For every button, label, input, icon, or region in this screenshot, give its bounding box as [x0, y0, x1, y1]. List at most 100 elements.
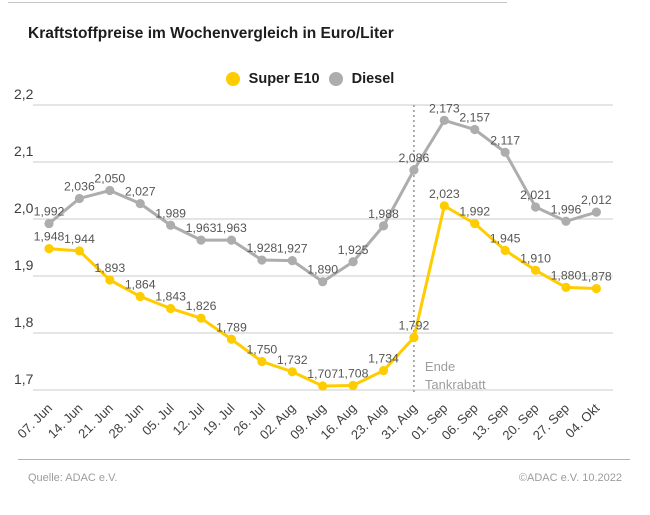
data-point	[196, 313, 206, 323]
data-point	[470, 124, 480, 135]
data-point	[135, 291, 145, 302]
data-label: 1,893	[94, 261, 125, 275]
x-axis-tick-label: 28. Jun	[106, 401, 147, 442]
legend-label-diesel: Diesel	[351, 71, 395, 87]
data-label: 1,945	[490, 231, 521, 245]
data-label: 1,708	[338, 366, 369, 380]
annotation-label: Tankrabatt	[425, 377, 486, 392]
data-label: 1,963	[216, 221, 247, 235]
legend-item-super-e10: Super E10	[225, 71, 320, 87]
y-axis-tick-label: 1,8	[14, 314, 34, 330]
data-point	[378, 366, 389, 376]
footer-copyright: ©ADAC e.V. 10.2022	[518, 472, 622, 484]
data-point	[470, 218, 480, 229]
data-label: 1,910	[520, 251, 551, 265]
data-label: 1,878	[581, 270, 612, 284]
legend-item-diesel: Diesel	[328, 71, 395, 87]
data-label: 1,948	[34, 230, 65, 244]
data-point	[257, 356, 267, 367]
data-point	[257, 255, 267, 265]
data-point	[135, 199, 145, 209]
x-axis-tick-label: 19. Jul	[200, 400, 238, 438]
top-divider	[8, 2, 507, 3]
x-axis-tick-label: 05. Jul	[139, 400, 177, 438]
footer-divider	[18, 459, 630, 460]
data-point	[439, 115, 449, 125]
data-point	[74, 246, 85, 256]
data-label: 2,173	[429, 101, 460, 115]
data-label: 2,023	[429, 187, 460, 201]
page-title: Kraftstoffpreise im Wochenvergleich in E…	[28, 25, 394, 42]
data-label: 2,157	[459, 111, 490, 125]
data-point	[196, 235, 206, 245]
footer-source: Quelle: ADAC e.V.	[28, 472, 118, 484]
data-label: 1,944	[64, 232, 95, 246]
data-point	[500, 147, 510, 157]
data-label: 1,750	[246, 343, 277, 357]
data-label: 1,988	[368, 207, 399, 221]
data-point	[287, 256, 297, 266]
data-label: 1,732	[277, 353, 308, 367]
data-label: 1,992	[34, 205, 65, 219]
data-point	[318, 277, 328, 287]
super-e10-dot-icon	[225, 72, 240, 86]
data-label: 1,927	[277, 242, 308, 256]
data-label: 1,707	[307, 367, 338, 381]
data-label: 1,928	[246, 241, 277, 255]
data-point	[561, 282, 571, 292]
data-label: 1,925	[338, 243, 369, 257]
data-point	[105, 185, 115, 196]
data-label: 2,012	[581, 193, 612, 207]
data-point	[409, 332, 419, 343]
data-point	[439, 201, 449, 211]
data-point	[287, 367, 297, 377]
data-label: 2,021	[520, 188, 551, 202]
y-axis-tick-label: 2,1	[14, 143, 34, 159]
data-point	[44, 244, 54, 254]
y-axis-tick-label: 2,2	[14, 86, 34, 102]
data-label: 1,789	[216, 320, 247, 334]
data-label: 1,890	[307, 263, 338, 277]
data-label: 1,996	[551, 202, 582, 216]
data-label: 1,963	[186, 221, 217, 235]
data-point	[348, 380, 358, 391]
data-label: 1,826	[186, 299, 217, 313]
data-label: 1,989	[155, 206, 186, 220]
data-point	[591, 283, 601, 294]
legend-label-super-e10: Super E10	[248, 71, 320, 87]
data-label: 2,086	[399, 151, 430, 165]
data-label: 1,864	[125, 278, 156, 292]
data-point	[348, 257, 358, 267]
data-point	[378, 221, 389, 231]
data-point	[105, 275, 115, 285]
diesel-dot-icon	[328, 72, 343, 86]
data-point	[409, 165, 419, 175]
x-axis-tick-label: 04. Okt	[562, 400, 603, 441]
data-point	[561, 216, 571, 226]
data-point	[226, 235, 237, 245]
annotation-label: Ende	[425, 359, 455, 374]
data-point	[591, 207, 601, 217]
legend: Super E10 Diesel	[0, 71, 650, 87]
data-point	[530, 202, 541, 212]
y-axis-tick-label: 2,0	[14, 200, 34, 216]
data-label: 1,792	[399, 319, 430, 333]
x-axis-tick-label: 12. Jul	[169, 400, 207, 438]
data-label: 2,050	[94, 172, 125, 186]
data-label: 2,117	[490, 133, 520, 147]
y-axis-tick-label: 1,7	[14, 371, 34, 387]
data-label: 1,734	[368, 352, 399, 366]
data-point	[226, 334, 237, 344]
data-label: 1,843	[155, 289, 186, 303]
y-axis-tick-label: 1,9	[14, 257, 34, 273]
data-label: 2,036	[64, 179, 95, 193]
data-label: 1,880	[551, 268, 582, 282]
data-point	[44, 218, 54, 229]
data-label: 2,027	[125, 185, 156, 199]
data-point	[318, 381, 328, 391]
data-point	[500, 245, 510, 255]
data-label: 1,992	[459, 205, 490, 219]
data-point	[166, 303, 176, 314]
